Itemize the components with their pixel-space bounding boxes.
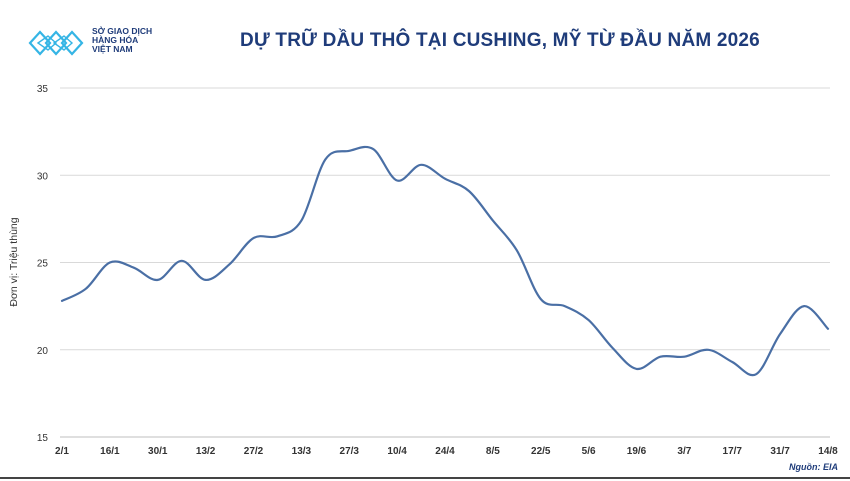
data-point [683,356,685,358]
data-point [204,279,206,281]
data-point [755,373,757,375]
data-point [444,178,446,180]
series-line [60,145,830,377]
x-tick-label: 13/2 [196,446,216,457]
gridlines [60,87,830,438]
data-point [372,148,374,150]
x-tick-label: 5/6 [582,446,596,457]
data-point [85,287,87,289]
data-point [827,328,829,330]
y-tick-label: 20 [37,346,49,357]
y-tick-label: 35 [37,84,49,95]
data-point [707,349,709,351]
data-point [300,219,302,221]
logo-chevron-inner [36,35,58,51]
x-tick-label: 3/7 [677,446,691,457]
data-point [540,298,542,300]
data-point [324,158,326,160]
logo-line-1: SỞ GIAO DỊCH [92,26,153,36]
logo-chevron-inner [52,35,74,51]
y-tick-label: 15 [37,433,49,444]
x-tick-label: 17/7 [723,446,743,457]
data-point [348,150,350,152]
data-point [180,260,182,262]
logo-icon [28,30,84,56]
x-tick-label: 8/5 [486,446,500,457]
logo-line-3: VIỆT NAM [92,44,133,54]
x-tick-label: 16/1 [100,446,120,457]
x-tick-label: 2/1 [55,446,69,457]
y-tick-label: 30 [37,171,49,182]
x-tick-label: 14/8 [818,446,838,457]
data-point [276,235,278,237]
logo-chevron [44,30,68,56]
x-tick-label: 22/5 [531,446,551,457]
data-point [779,333,781,335]
x-tick-label: 10/4 [387,446,407,457]
data-point [420,164,422,166]
data-point [611,347,613,349]
x-tick-label: 30/1 [148,446,168,457]
x-axis-ticks: 2/1 16/1 30/1 13/2 27/2 13/3 27/3 10/4 24/4 8/5 22… [55,446,838,457]
data-point [635,368,637,370]
data-point [228,263,230,265]
data-point [803,305,805,307]
logo-chevron [28,30,52,56]
logo-line-2: HÀNG HÓA [92,35,139,45]
data-point [516,249,518,251]
data-point [109,261,111,263]
bottom-rule [0,477,850,479]
data-point [252,237,254,239]
data-point [157,279,159,281]
data-point [133,267,135,269]
data-point [492,219,494,221]
x-tick-label: 19/6 [627,446,647,457]
data-point [563,305,565,307]
y-tick-label: 25 [37,259,49,270]
data-point [659,356,661,358]
x-tick-label: 24/4 [435,446,455,457]
x-tick-label: 27/3 [340,446,360,457]
data-point [587,319,589,321]
source-note: Nguồn: EIA [789,462,838,472]
x-tick-label: 31/7 [770,446,790,457]
logo-text: SỞ GIAO DỊCH HÀNG HÓA VIỆT NAM [92,27,152,54]
data-point [731,361,733,363]
data-point [468,190,470,192]
data-point [396,179,398,181]
x-tick-label: 27/2 [244,446,264,457]
chart-title: DỰ TRỮ DẦU THÔ TẠI CUSHING, MỸ TỪ ĐẦU NĂ… [240,30,760,51]
y-axis-label: Đơn vị: Triệu thùng [8,217,20,306]
logo-chevron [60,30,84,56]
data-point [61,300,63,302]
x-tick-label: 13/3 [292,446,312,457]
y-axis-ticks: 35 30 25 20 15 [37,84,49,444]
